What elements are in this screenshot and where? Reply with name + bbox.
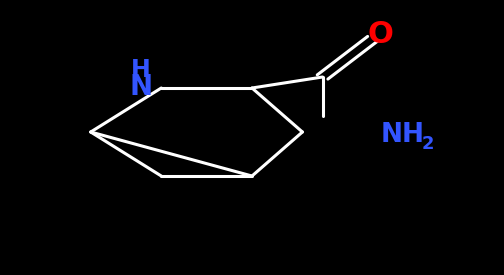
Text: O: O — [367, 20, 394, 49]
Text: N: N — [130, 73, 153, 101]
Text: NH: NH — [381, 122, 424, 148]
Text: H: H — [131, 58, 151, 82]
Text: 2: 2 — [422, 135, 434, 153]
